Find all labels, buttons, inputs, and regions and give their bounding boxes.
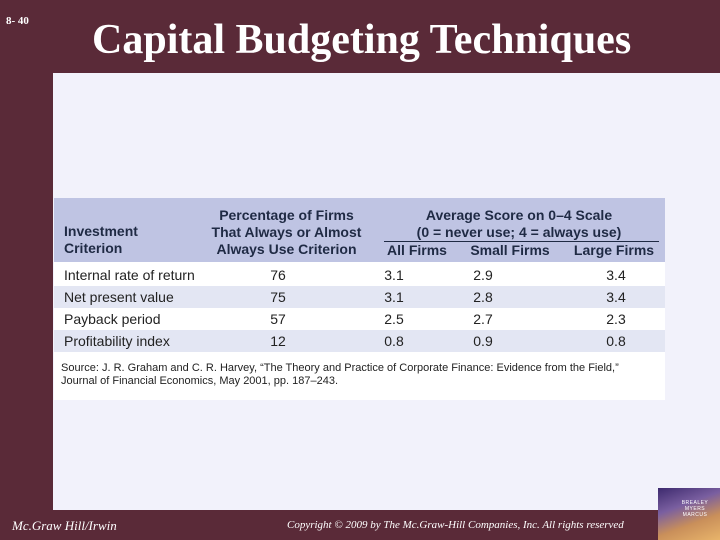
header-percentage-line-2: That Always or Almost (211, 224, 362, 240)
header-average-line-2: (0 = never use; 4 = always use) (416, 224, 622, 240)
header-large-firms: Large Firms (573, 242, 655, 258)
cell-percentage: 76 (270, 267, 286, 283)
book-cover-authors: BREALEY MYERS MARCUS (675, 500, 715, 518)
source-line-1: Source: J. R. Graham and C. R. Harvey, “… (61, 362, 619, 374)
cell-criterion: Net present value (64, 289, 174, 305)
header-divider (384, 241, 659, 242)
book-author-1: BREALEY (681, 500, 709, 506)
cell-large-firms: 0.8 (606, 333, 626, 349)
footer-publisher: Mc.Graw Hill/Irwin (12, 518, 117, 533)
source-line-2: Journal of Financial Economics, May 2001… (61, 375, 338, 387)
cell-large-firms: 3.4 (606, 267, 626, 283)
slide-title: Capital Budgeting Techniques (92, 17, 632, 63)
title-bar (53, 0, 720, 73)
header-all-firms: All Firms (387, 242, 447, 258)
header-percentage-line-3: Always Use Criterion (216, 241, 357, 257)
cell-large-firms: 3.4 (606, 289, 626, 305)
table-row: Internal rate of return 76 3.1 2.9 3.4 (54, 264, 665, 286)
footer-bar (0, 510, 720, 540)
table-source-note: Source: J. R. Graham and C. R. Harvey, “… (61, 362, 661, 388)
cell-all-firms: 2.5 (384, 311, 404, 327)
header-criterion: Investment Criterion (64, 223, 138, 257)
cell-large-firms: 2.3 (606, 311, 626, 327)
cell-percentage: 12 (270, 333, 286, 349)
header-average-line-1: Average Score on 0–4 Scale (425, 207, 613, 223)
book-author-3: MARCUS (682, 512, 708, 518)
header-percentage-line-1: Percentage of Firms (219, 207, 354, 223)
cell-criterion: Payback period (64, 311, 161, 327)
cell-criterion: Profitability index (64, 333, 170, 349)
table-row: Profitability index 12 0.8 0.9 0.8 (54, 330, 665, 352)
left-frame-bar (0, 0, 53, 540)
cell-criterion: Internal rate of return (64, 267, 195, 283)
header-small-firms: Small Firms (470, 242, 550, 258)
table-header: Investment Criterion Percentage of Firms… (54, 198, 665, 262)
header-criterion-line-2: Criterion (64, 240, 123, 256)
cell-percentage: 75 (270, 289, 286, 305)
survey-table: Investment Criterion Percentage of Firms… (54, 198, 665, 400)
cell-all-firms: 0.8 (384, 333, 404, 349)
header-criterion-line-1: Investment (64, 223, 138, 239)
header-average-score: Average Score on 0–4 Scale (0 = never us… (384, 207, 654, 241)
cell-percentage: 57 (270, 311, 286, 327)
cell-all-firms: 3.1 (384, 289, 404, 305)
cell-small-firms: 2.7 (473, 311, 493, 327)
slide-number: 8- 40 (6, 15, 29, 27)
cell-small-firms: 2.8 (473, 289, 493, 305)
book-cover-thumbnail (658, 488, 720, 540)
table-row: Payback period 57 2.5 2.7 2.3 (54, 308, 665, 330)
header-percentage: Percentage of Firms That Always or Almos… (204, 207, 369, 258)
cell-small-firms: 2.9 (473, 267, 493, 283)
book-author-2: MYERS (684, 506, 706, 512)
cell-small-firms: 0.9 (473, 333, 493, 349)
cell-all-firms: 3.1 (384, 267, 404, 283)
footer-copyright: Copyright © 2009 by The Mc.Graw-Hill Com… (287, 519, 624, 531)
table-row: Net present value 75 3.1 2.8 3.4 (54, 286, 665, 308)
